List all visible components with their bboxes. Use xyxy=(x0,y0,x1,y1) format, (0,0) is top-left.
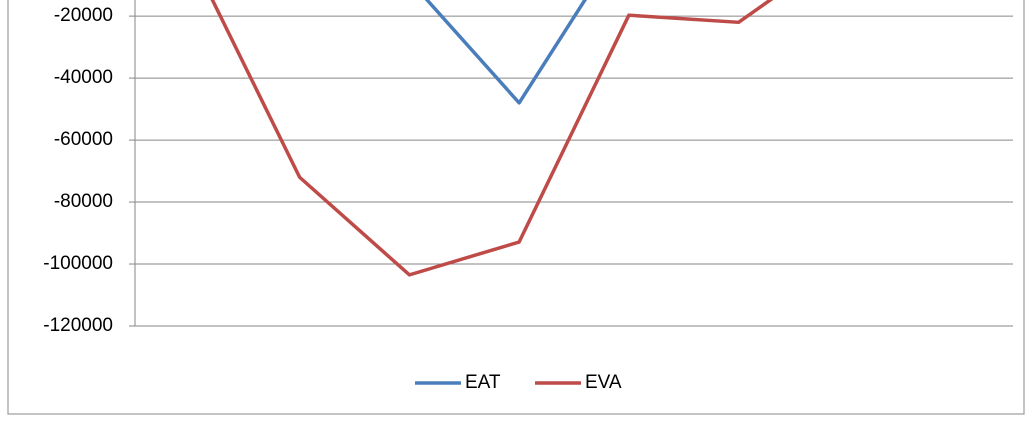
chart-frame xyxy=(7,0,1025,415)
y-tick-label: -120000 xyxy=(43,315,113,336)
legend-label: EVA xyxy=(585,372,622,393)
series-line xyxy=(210,0,774,277)
legend-label: EAT xyxy=(465,372,501,393)
y-tick-label: -60000 xyxy=(54,129,113,150)
y-tick-label: -40000 xyxy=(54,67,113,88)
y-tick-label: -80000 xyxy=(54,191,113,212)
y-tick-label: -20000 xyxy=(54,5,113,26)
series-line xyxy=(424,0,587,105)
y-tick-label: -100000 xyxy=(43,253,113,274)
